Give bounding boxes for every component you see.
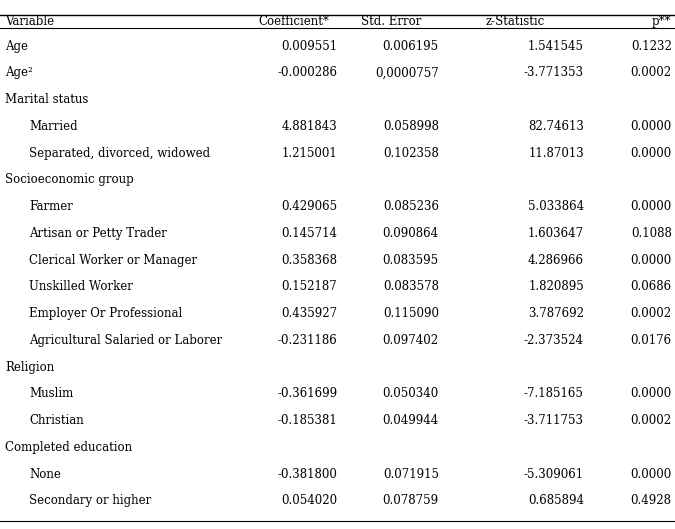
Text: Farmer: Farmer <box>29 200 73 213</box>
Text: Completed education: Completed education <box>5 441 132 454</box>
Text: 0.115090: 0.115090 <box>383 307 439 320</box>
Text: None: None <box>29 468 61 480</box>
Text: Secondary or higher: Secondary or higher <box>29 494 151 507</box>
Text: -3.711753: -3.711753 <box>524 414 584 427</box>
Text: 0.078759: 0.078759 <box>383 494 439 507</box>
Text: -3.771353: -3.771353 <box>524 67 584 79</box>
Text: Std. Error: Std. Error <box>361 15 422 28</box>
Text: 0.1088: 0.1088 <box>630 227 672 240</box>
Text: 0.071915: 0.071915 <box>383 468 439 480</box>
Text: 0.0002: 0.0002 <box>630 307 672 320</box>
Text: 0.049944: 0.049944 <box>383 414 439 427</box>
Text: 0.0002: 0.0002 <box>630 67 672 79</box>
Text: p**: p** <box>652 15 672 28</box>
Text: Unskilled Worker: Unskilled Worker <box>29 280 133 294</box>
Text: 0.050340: 0.050340 <box>383 387 439 400</box>
Text: Christian: Christian <box>29 414 84 427</box>
Text: 3.787692: 3.787692 <box>528 307 584 320</box>
Text: -7.185165: -7.185165 <box>524 387 584 400</box>
Text: 0.685894: 0.685894 <box>528 494 584 507</box>
Text: 0.1232: 0.1232 <box>630 40 672 53</box>
Text: 0.0000: 0.0000 <box>630 468 672 480</box>
Text: Separated, divorced, widowed: Separated, divorced, widowed <box>29 147 210 160</box>
Text: 1.215001: 1.215001 <box>281 147 338 160</box>
Text: 0.0176: 0.0176 <box>630 334 672 347</box>
Text: 0.0000: 0.0000 <box>630 200 672 213</box>
Text: Religion: Religion <box>5 361 55 373</box>
Text: 0.0686: 0.0686 <box>630 280 672 294</box>
Text: 0.0000: 0.0000 <box>630 120 672 133</box>
Text: Coefficient*: Coefficient* <box>258 15 329 28</box>
Text: 0.006195: 0.006195 <box>383 40 439 53</box>
Text: -5.309061: -5.309061 <box>524 468 584 480</box>
Text: 0,0000757: 0,0000757 <box>375 67 439 79</box>
Text: Muslim: Muslim <box>29 387 74 400</box>
Text: 0.0000: 0.0000 <box>630 253 672 267</box>
Text: Married: Married <box>29 120 78 133</box>
Text: 1.541545: 1.541545 <box>528 40 584 53</box>
Text: z-Statistic: z-Statistic <box>485 15 544 28</box>
Text: Socioeconomic group: Socioeconomic group <box>5 174 134 186</box>
Text: 0.090864: 0.090864 <box>383 227 439 240</box>
Text: Agricultural Salaried or Laborer: Agricultural Salaried or Laborer <box>29 334 222 347</box>
Text: 11.87013: 11.87013 <box>528 147 584 160</box>
Text: Marital status: Marital status <box>5 93 89 106</box>
Text: -2.373524: -2.373524 <box>524 334 584 347</box>
Text: 0.083578: 0.083578 <box>383 280 439 294</box>
Text: Artisan or Petty Trader: Artisan or Petty Trader <box>29 227 167 240</box>
Text: 5.033864: 5.033864 <box>528 200 584 213</box>
Text: 1.820895: 1.820895 <box>528 280 584 294</box>
Text: 0.009551: 0.009551 <box>281 40 338 53</box>
Text: 0.0000: 0.0000 <box>630 147 672 160</box>
Text: 0.435927: 0.435927 <box>281 307 338 320</box>
Text: 0.054020: 0.054020 <box>281 494 338 507</box>
Text: Age: Age <box>5 40 28 53</box>
Text: Age²: Age² <box>5 67 33 79</box>
Text: 82.74613: 82.74613 <box>528 120 584 133</box>
Text: 0.102358: 0.102358 <box>383 147 439 160</box>
Text: 0.4928: 0.4928 <box>630 494 672 507</box>
Text: -0.185381: -0.185381 <box>277 414 338 427</box>
Text: Variable: Variable <box>5 15 55 28</box>
Text: 0.0000: 0.0000 <box>630 387 672 400</box>
Text: -0.381800: -0.381800 <box>277 468 338 480</box>
Text: -0.231186: -0.231186 <box>277 334 338 347</box>
Text: 0.152187: 0.152187 <box>281 280 338 294</box>
Text: -0.361699: -0.361699 <box>277 387 338 400</box>
Text: 4.881843: 4.881843 <box>281 120 338 133</box>
Text: -0.000286: -0.000286 <box>277 67 338 79</box>
Text: 0.097402: 0.097402 <box>383 334 439 347</box>
Text: 0.085236: 0.085236 <box>383 200 439 213</box>
Text: 0.0002: 0.0002 <box>630 414 672 427</box>
Text: Clerical Worker or Manager: Clerical Worker or Manager <box>29 253 197 267</box>
Text: 0.429065: 0.429065 <box>281 200 338 213</box>
Text: 4.286966: 4.286966 <box>528 253 584 267</box>
Text: 0.083595: 0.083595 <box>383 253 439 267</box>
Text: Employer Or Professional: Employer Or Professional <box>29 307 182 320</box>
Text: 0.358368: 0.358368 <box>281 253 338 267</box>
Text: 0.145714: 0.145714 <box>281 227 338 240</box>
Text: 1.603647: 1.603647 <box>528 227 584 240</box>
Text: 0.058998: 0.058998 <box>383 120 439 133</box>
